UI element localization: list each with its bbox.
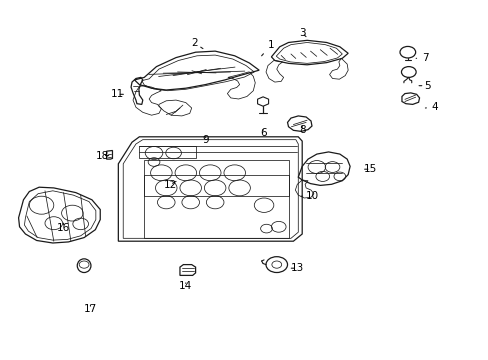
Text: 7: 7 bbox=[415, 53, 428, 63]
Text: 5: 5 bbox=[418, 81, 430, 91]
Text: 15: 15 bbox=[363, 164, 377, 174]
Text: 6: 6 bbox=[259, 128, 266, 138]
Text: 3: 3 bbox=[298, 28, 305, 38]
Text: 14: 14 bbox=[179, 281, 192, 291]
Text: 11: 11 bbox=[110, 89, 124, 99]
Text: 4: 4 bbox=[425, 102, 438, 112]
Text: 9: 9 bbox=[202, 135, 208, 145]
Text: 17: 17 bbox=[83, 304, 97, 314]
Text: 2: 2 bbox=[191, 38, 203, 49]
Text: 18: 18 bbox=[96, 150, 109, 161]
Text: 10: 10 bbox=[301, 191, 318, 201]
Text: 12: 12 bbox=[163, 180, 177, 190]
Bar bbox=[144, 175, 288, 238]
Text: 16: 16 bbox=[57, 222, 70, 233]
Text: 13: 13 bbox=[290, 263, 304, 273]
Text: 8: 8 bbox=[298, 125, 305, 135]
Bar bbox=[144, 160, 288, 196]
Text: 1: 1 bbox=[261, 40, 274, 56]
